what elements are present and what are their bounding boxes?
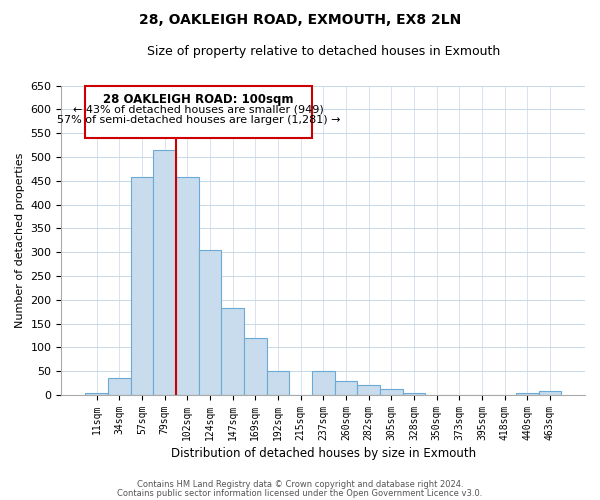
Text: 28, OAKLEIGH ROAD, EXMOUTH, EX8 2LN: 28, OAKLEIGH ROAD, EXMOUTH, EX8 2LN	[139, 12, 461, 26]
Bar	[335, 381, 357, 395]
Bar	[131, 177, 153, 395]
Text: Contains HM Land Registry data © Crown copyright and database right 2024.: Contains HM Land Registry data © Crown c…	[137, 480, 463, 489]
Bar	[266, 372, 289, 395]
Text: 28 OAKLEIGH ROAD: 100sqm: 28 OAKLEIGH ROAD: 100sqm	[103, 92, 294, 106]
Text: ← 43% of detached houses are smaller (949): ← 43% of detached houses are smaller (94…	[73, 104, 324, 115]
Bar	[380, 389, 403, 395]
Y-axis label: Number of detached properties: Number of detached properties	[15, 152, 25, 328]
Bar	[108, 378, 131, 395]
X-axis label: Distribution of detached houses by size in Exmouth: Distribution of detached houses by size …	[170, 447, 476, 460]
Bar	[357, 384, 380, 395]
FancyBboxPatch shape	[85, 86, 312, 138]
Bar	[539, 392, 561, 395]
Bar	[312, 372, 335, 395]
Bar	[403, 392, 425, 395]
Bar	[221, 308, 244, 395]
Bar	[176, 177, 199, 395]
Bar	[85, 392, 108, 395]
Text: Contains public sector information licensed under the Open Government Licence v3: Contains public sector information licen…	[118, 488, 482, 498]
Text: 57% of semi-detached houses are larger (1,281) →: 57% of semi-detached houses are larger (…	[57, 115, 340, 125]
Title: Size of property relative to detached houses in Exmouth: Size of property relative to detached ho…	[146, 45, 500, 58]
Bar	[199, 250, 221, 395]
Bar	[153, 150, 176, 395]
Bar	[516, 392, 539, 395]
Bar	[244, 338, 266, 395]
